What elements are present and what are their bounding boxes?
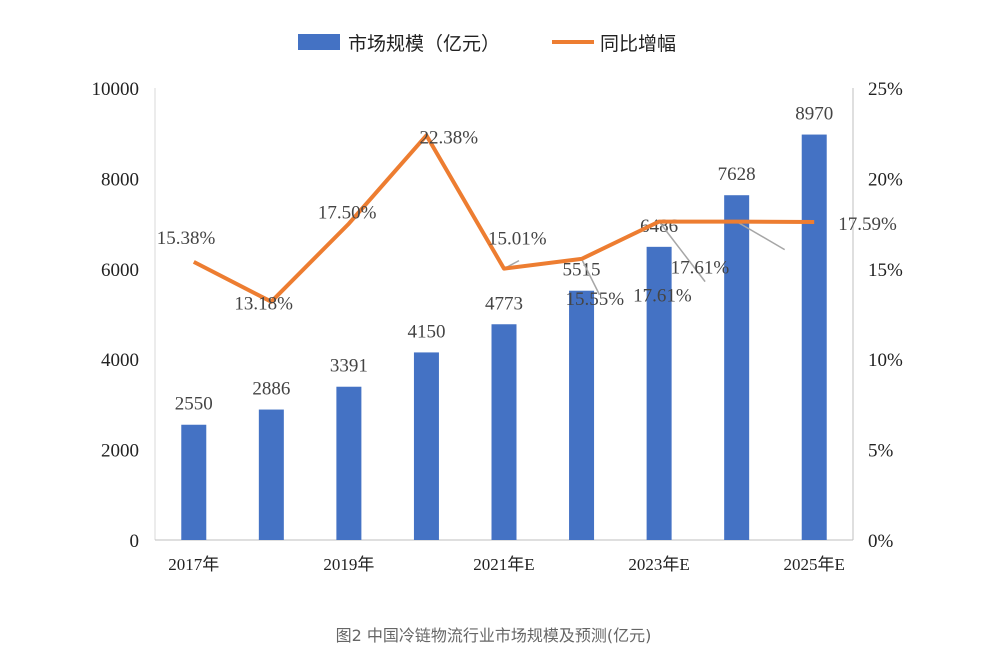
legend-swatch-bar — [298, 34, 340, 50]
y-right-tick-label: 5% — [868, 441, 894, 462]
bar-data-label: 7628 — [718, 164, 756, 185]
y-left-tick-label: 4000 — [101, 350, 139, 371]
y-right-ticks: 0% 5% 10% 15% 20% 25% — [868, 79, 903, 552]
y-right-tick-label: 25% — [868, 79, 903, 100]
y-right-tick-label: 10% — [868, 350, 903, 371]
line-data-label: 15.55% — [566, 289, 625, 310]
leader-line — [580, 258, 601, 296]
bar-data-label: 8970 — [795, 104, 833, 125]
line-data-label: 17.61% — [633, 286, 692, 307]
leader-line — [736, 220, 786, 251]
bar — [569, 290, 595, 540]
bar-data-label: 2550 — [175, 394, 213, 415]
growth-line — [192, 133, 815, 304]
bar — [336, 386, 362, 540]
bar — [413, 352, 439, 540]
bar — [724, 195, 750, 540]
line-labels: 15.38% 13.18% 17.50% 22.38% 15.01% 15.55% 17.6… — [157, 127, 897, 314]
y-left-tick-label: 2000 — [101, 441, 139, 462]
x-tick-label: 2023年E — [628, 555, 689, 574]
bars — [181, 134, 827, 540]
y-right-tick-label: 0% — [868, 531, 894, 552]
x-tick-label: 2019年 — [323, 555, 374, 574]
x-tick-label: 2017年 — [168, 555, 219, 574]
line-data-label: 17.61% — [671, 258, 730, 279]
y-left-tick-label: 6000 — [101, 260, 139, 281]
line-data-label: 13.18% — [234, 294, 293, 315]
line-data-label: 15.01% — [488, 229, 547, 250]
line-data-label: 15.38% — [157, 228, 216, 249]
y-left-ticks: 0 2000 4000 6000 8000 10000 — [92, 79, 140, 552]
y-right-tick-label: 15% — [868, 260, 903, 281]
bar-data-label: 3391 — [330, 356, 368, 377]
bar-data-label: 2886 — [252, 379, 290, 400]
bar-data-label: 4150 — [407, 321, 445, 342]
x-tick-label: 2021年E — [473, 555, 534, 574]
bar — [801, 134, 827, 540]
y-left-tick-label: 8000 — [101, 169, 139, 190]
leader-line — [658, 221, 706, 283]
x-ticks: 2017年 2019年 2021年E 2023年E 2025年E — [168, 555, 845, 574]
bar — [181, 424, 207, 540]
bar-data-label: 5515 — [563, 260, 601, 281]
line-data-label: 17.50% — [318, 203, 377, 224]
legend-label-line: 同比增幅 — [600, 33, 676, 55]
legend-label-bar: 市场规模（亿元） — [348, 33, 500, 55]
y-left-tick-label: 0 — [130, 531, 140, 552]
chart: 市场规模（亿元） 同比增幅 0 2000 4000 6000 8000 10000 0% 5… — [92, 33, 904, 574]
leader-lines — [503, 220, 786, 296]
legend: 市场规模（亿元） 同比增幅 — [298, 33, 676, 55]
x-tick-label: 2025年E — [784, 555, 845, 574]
bar-data-label: 4773 — [485, 293, 523, 314]
bar — [646, 246, 672, 540]
line-data-label: 17.59% — [838, 214, 897, 235]
y-right-tick-label: 20% — [868, 169, 903, 190]
line-data-label: 22.38% — [419, 127, 478, 148]
y-left-tick-label: 10000 — [92, 79, 140, 100]
bar — [258, 409, 284, 540]
chart-caption: 图2 中国冷链物流行业市场规模及预测(亿元) — [335, 626, 652, 645]
bar — [491, 324, 517, 540]
